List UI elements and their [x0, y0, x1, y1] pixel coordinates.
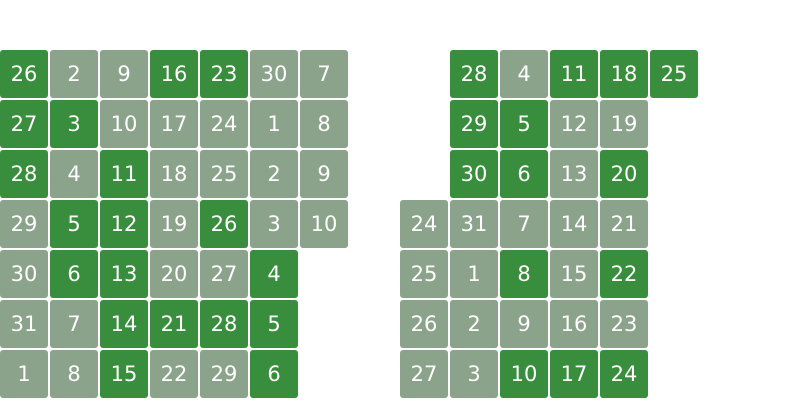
calendar-day-cell[interactable]: 11 — [550, 50, 598, 98]
calendar-day-cell[interactable]: 4 — [500, 50, 548, 98]
calendar-day-cell[interactable]: 7 — [300, 50, 348, 98]
calendar-day-cell[interactable]: 27 — [200, 250, 248, 298]
calendar-day-cell[interactable]: 21 — [150, 300, 198, 348]
calendar-day-cell[interactable]: 15 — [550, 250, 598, 298]
calendar-day-cell[interactable]: 6 — [50, 250, 98, 298]
calendar-day-cell[interactable]: 16 — [150, 50, 198, 98]
calendar-day-cell[interactable]: 1 — [0, 350, 48, 398]
calendar-day-cell[interactable]: 24 — [400, 200, 448, 248]
calendar-day-cell[interactable]: 27 — [0, 100, 48, 148]
calendar-day-cell[interactable]: 29 — [0, 200, 48, 248]
calendar-day-cell[interactable]: 2 — [50, 50, 98, 98]
calendar-day-cell[interactable]: 6 — [500, 150, 548, 198]
calendar-day-cell[interactable]: 20 — [150, 250, 198, 298]
calendar-day-cell[interactable]: 6 — [250, 350, 298, 398]
calendar-day-cell[interactable]: 30 — [250, 50, 298, 98]
calendar-day-cell[interactable]: 24 — [600, 350, 648, 398]
calendar-day-cell[interactable]: 20 — [600, 150, 648, 198]
calendar-day-cell[interactable]: 11 — [100, 150, 148, 198]
calendar-day-cell[interactable]: 28 — [450, 50, 498, 98]
calendar-day-cell[interactable]: 19 — [600, 100, 648, 148]
calendar-day-cell[interactable]: 23 — [200, 50, 248, 98]
calendar-left: 26 27 28 29 30 31 1 2 3 4 5 6 7 8 9 10 11 12 13 14 15 16 17 18 1… — [0, 50, 350, 400]
calendar-day-cell[interactable]: 8 — [50, 350, 98, 398]
calendar-day-cell[interactable]: 26 — [200, 200, 248, 248]
calendar-day-cell[interactable]: 23 — [600, 300, 648, 348]
calendar-day-cell[interactable]: 5 — [50, 200, 98, 248]
calendar-day-cell[interactable]: 2 — [450, 300, 498, 348]
calendar-day-cell[interactable]: 13 — [550, 150, 598, 198]
calendar-day-cell[interactable]: 30 — [0, 250, 48, 298]
calendar-day-cell[interactable]: 29 — [200, 350, 248, 398]
calendar-day-cell[interactable]: 5 — [500, 100, 548, 148]
calendar-day-cell[interactable]: 3 — [250, 200, 298, 248]
calendar-day-cell[interactable]: 31 — [450, 200, 498, 248]
calendar-day-cell[interactable]: 7 — [50, 300, 98, 348]
calendar-day-cell[interactable]: 13 — [100, 250, 148, 298]
calendar-day-cell[interactable]: 21 — [600, 200, 648, 248]
calendar-day-cell[interactable]: 3 — [50, 100, 98, 148]
calendar-day-cell[interactable]: 16 — [550, 300, 598, 348]
calendar-day-cell[interactable]: 25 — [400, 250, 448, 298]
calendar-day-cell[interactable]: 25 — [200, 150, 248, 198]
calendar-day-cell[interactable]: 31 — [0, 300, 48, 348]
calendar-day-cell[interactable]: 24 — [200, 100, 248, 148]
calendar-day-cell[interactable]: 9 — [100, 50, 148, 98]
calendar-day-cell[interactable]: 19 — [150, 200, 198, 248]
calendar-day-cell[interactable]: 26 — [0, 50, 48, 98]
calendar-day-cell[interactable]: 7 — [500, 200, 548, 248]
calendar-right: 24 25 26 27 28 29 30 31 1 2 3 4 5 6 7 8 9 10 11 12 13 14 15 16 1… — [400, 50, 750, 400]
calendar-day-cell[interactable]: 10 — [500, 350, 548, 398]
calendar-day-cell[interactable]: 14 — [550, 200, 598, 248]
calendar-day-cell[interactable]: 8 — [500, 250, 548, 298]
calendar-day-cell[interactable]: 2 — [250, 150, 298, 198]
calendar-day-cell[interactable]: 1 — [250, 100, 298, 148]
calendar-day-cell[interactable]: 18 — [600, 50, 648, 98]
calendar-day-cell[interactable]: 10 — [100, 100, 148, 148]
calendar-day-cell[interactable]: 12 — [100, 200, 148, 248]
calendar-day-cell[interactable]: 9 — [300, 150, 348, 198]
calendar-day-cell[interactable]: 26 — [400, 300, 448, 348]
calendar-day-cell[interactable]: 25 — [650, 50, 698, 98]
calendar-day-cell[interactable]: 4 — [250, 250, 298, 298]
calendar-day-cell[interactable]: 3 — [450, 350, 498, 398]
calendar-day-cell[interactable]: 12 — [550, 100, 598, 148]
calendar-day-cell[interactable]: 4 — [50, 150, 98, 198]
calendar-day-cell[interactable]: 27 — [400, 350, 448, 398]
calendar-day-cell[interactable]: 22 — [150, 350, 198, 398]
calendar-day-cell[interactable]: 14 — [100, 300, 148, 348]
calendar-day-cell[interactable]: 10 — [300, 200, 348, 248]
calendar-day-cell[interactable]: 18 — [150, 150, 198, 198]
calendar-day-cell[interactable]: 28 — [0, 150, 48, 198]
calendar-day-cell[interactable]: 15 — [100, 350, 148, 398]
calendar-day-cell[interactable]: 17 — [550, 350, 598, 398]
calendar-day-cell[interactable]: 30 — [450, 150, 498, 198]
calendar-day-cell[interactable]: 17 — [150, 100, 198, 148]
calendar-day-cell[interactable]: 8 — [300, 100, 348, 148]
calendar-day-cell[interactable]: 22 — [600, 250, 648, 298]
calendar-day-cell[interactable]: 29 — [450, 100, 498, 148]
calendar-day-cell[interactable]: 5 — [250, 300, 298, 348]
calendar-day-cell[interactable]: 9 — [500, 300, 548, 348]
calendar-day-cell[interactable]: 28 — [200, 300, 248, 348]
calendar-day-cell[interactable]: 1 — [450, 250, 498, 298]
